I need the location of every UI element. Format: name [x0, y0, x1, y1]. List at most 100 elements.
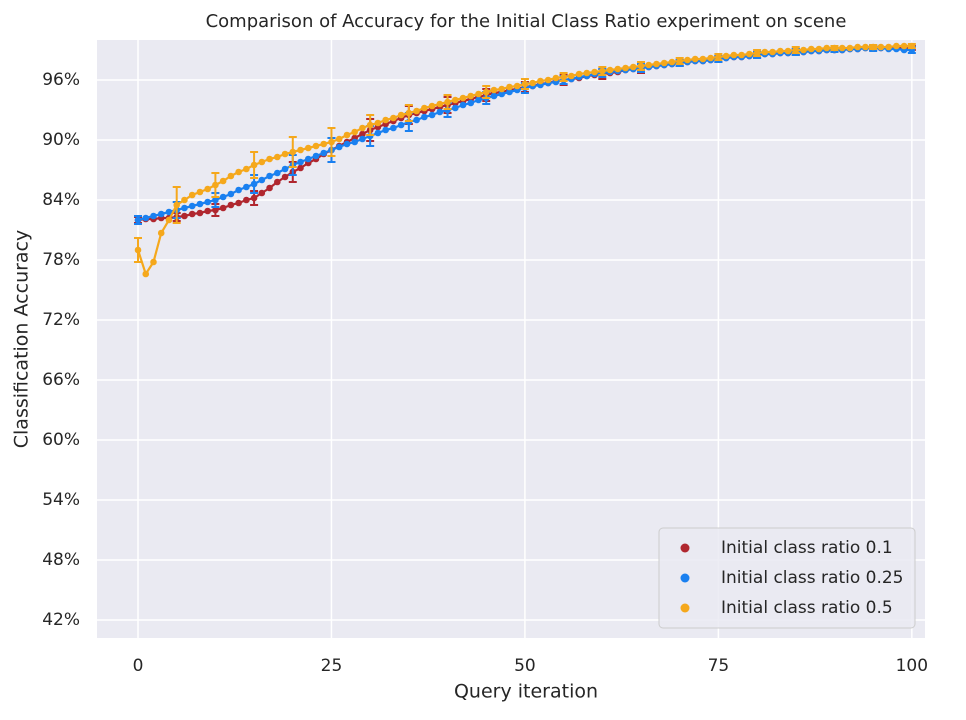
data-point — [374, 119, 382, 127]
data-point — [606, 66, 614, 74]
data-point — [467, 92, 475, 100]
data-point — [196, 200, 204, 208]
y-tick-label: 54% — [42, 490, 80, 510]
legend-label: Initial class ratio 0.1 — [721, 538, 893, 558]
data-point — [660, 59, 668, 67]
error-bar — [134, 215, 143, 225]
y-tick-label: 72% — [42, 310, 80, 330]
data-point — [204, 198, 211, 206]
data-point — [537, 77, 544, 85]
error-bar — [675, 57, 684, 65]
data-point — [893, 42, 900, 50]
x-axis-label: Query iteration — [454, 681, 598, 703]
y-tick-label: 42% — [42, 610, 80, 630]
data-point — [390, 114, 397, 122]
error-bar — [907, 43, 916, 49]
data-point — [428, 111, 436, 119]
error-bar — [134, 237, 143, 263]
error-bar — [211, 172, 220, 198]
data-point — [838, 44, 846, 52]
data-point — [823, 44, 831, 52]
data-point — [506, 83, 513, 91]
data-point — [227, 172, 235, 180]
error-bar — [753, 49, 762, 57]
data-point — [746, 50, 753, 58]
data-point — [359, 130, 366, 138]
x-tick-label: 100 — [896, 656, 928, 676]
data-point — [258, 158, 266, 166]
data-point — [459, 101, 467, 109]
data-point — [475, 96, 482, 104]
data-point — [807, 45, 815, 53]
data-point — [529, 79, 536, 87]
data-point — [699, 55, 707, 63]
data-point — [142, 270, 150, 278]
data-point — [846, 44, 854, 52]
error-bar — [172, 186, 181, 224]
data-point — [243, 196, 250, 204]
data-point — [266, 155, 273, 163]
data-point — [436, 108, 444, 116]
data-point — [900, 42, 908, 50]
data-point — [761, 48, 769, 56]
data-point — [258, 176, 266, 184]
legend-marker — [680, 543, 690, 553]
data-point — [738, 51, 745, 59]
data-point — [204, 207, 211, 215]
data-point — [196, 188, 204, 196]
error-bar — [559, 72, 568, 82]
data-point — [413, 116, 420, 124]
y-tick-label: 60% — [42, 430, 80, 450]
data-point — [583, 69, 591, 77]
data-point — [281, 150, 289, 158]
data-point — [421, 113, 428, 121]
data-point — [498, 85, 506, 93]
data-point — [691, 55, 699, 63]
data-point — [397, 121, 405, 129]
data-point — [668, 58, 676, 66]
chart-title: Comparison of Accuracy for the Initial C… — [206, 11, 847, 32]
data-point — [312, 142, 320, 150]
data-point — [274, 153, 281, 161]
data-point — [243, 165, 250, 173]
data-point — [142, 214, 150, 222]
data-point — [862, 43, 869, 51]
data-point — [157, 229, 165, 237]
y-tick-label: 78% — [42, 250, 80, 270]
error-bar — [250, 151, 259, 179]
data-point — [181, 204, 188, 212]
legend-marker — [680, 573, 690, 583]
x-tick-label: 25 — [321, 656, 343, 676]
data-point — [467, 99, 475, 107]
data-point — [722, 52, 730, 60]
data-point — [359, 135, 366, 143]
x-tick-label: 50 — [514, 656, 536, 676]
data-point — [684, 56, 691, 64]
data-point — [181, 196, 188, 204]
legend-label: Initial class ratio 0.5 — [721, 598, 893, 618]
data-point — [188, 202, 196, 210]
data-point — [150, 258, 157, 266]
data-point — [784, 47, 792, 55]
x-tick-label: 0 — [133, 656, 144, 676]
data-point — [629, 63, 637, 71]
error-bar — [714, 53, 723, 61]
legend-box — [658, 527, 916, 629]
data-point — [274, 169, 281, 177]
data-point — [235, 168, 242, 176]
data-point — [204, 185, 211, 193]
data-point — [591, 68, 598, 76]
data-point — [219, 177, 227, 185]
data-point — [304, 155, 312, 163]
y-tick-label: 90% — [42, 130, 80, 150]
data-point — [320, 149, 328, 157]
data-point — [219, 204, 227, 212]
data-point — [645, 61, 653, 69]
data-point — [374, 129, 382, 137]
error-bar — [637, 61, 646, 71]
data-point — [359, 124, 366, 132]
data-point — [188, 210, 196, 218]
error-bar — [443, 94, 452, 110]
error-bar — [830, 45, 839, 51]
